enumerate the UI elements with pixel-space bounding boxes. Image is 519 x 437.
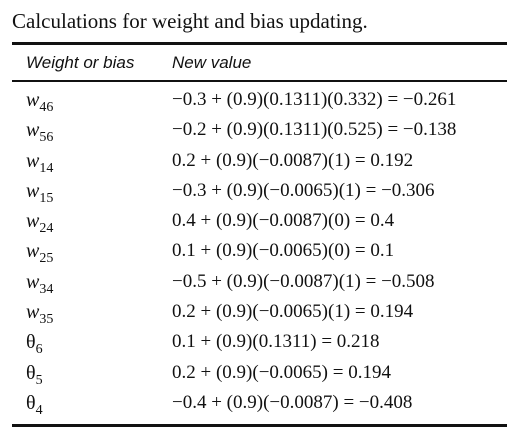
new-value: 0.1 + (0.9)(−0.0065)(0) = 0.1 (172, 240, 395, 262)
new-value: −0.3 + (0.9)(−0.0065)(1) = −0.306 (172, 179, 435, 201)
new-value: 0.2 + (0.9)(−0.0065) = 0.194 (172, 361, 391, 383)
weight-name: w24 (26, 210, 54, 237)
weight-name: w34 (26, 270, 54, 297)
new-value: −0.4 + (0.9)(−0.0087) = −0.408 (172, 391, 413, 413)
bias-name: θ6 (26, 331, 43, 358)
bias-name: θ4 (26, 391, 43, 418)
weight-name: w46 (26, 89, 54, 115)
new-value: 0.2 + (0.9)(−0.0065)(1) = 0.194 (172, 301, 414, 323)
bias-name: θ5 (26, 361, 43, 388)
table-row: w46 −0.3 + (0.9)(0.1311)(0.332) = −0.261 (12, 86, 507, 116)
table-row: w56 −0.2 + (0.9)(0.1311)(0.525) = −0.138 (12, 116, 507, 146)
new-value: −0.3 + (0.9)(0.1311)(0.332) = −0.261 (172, 89, 457, 110)
table-row: θ5 0.2 + (0.9)(−0.0065) = 0.194 (12, 359, 507, 389)
table-caption: Calculations for weight and bias updatin… (12, 9, 368, 33)
table-row: w35 0.2 + (0.9)(−0.0065)(1) = 0.194 (12, 298, 507, 328)
new-value: 0.1 + (0.9)(0.1311) = 0.218 (172, 331, 380, 353)
table-header-rule (12, 80, 507, 82)
weight-name: w15 (26, 179, 54, 206)
table-row: w24 0.4 + (0.9)(−0.0087)(0) = 0.4 (12, 207, 507, 237)
weight-name: w14 (26, 149, 54, 176)
header-new-value: New value (172, 53, 252, 72)
weight-name: w25 (26, 240, 54, 267)
new-value: −0.2 + (0.9)(0.1311)(0.525) = −0.138 (172, 119, 457, 141)
table-header-row: Weight or bias New value (12, 48, 507, 78)
table-row: w14 0.2 + (0.9)(−0.0087)(1) = 0.192 (12, 147, 507, 177)
table-body: w46 −0.3 + (0.9)(0.1311)(0.332) = −0.261… (12, 86, 507, 419)
table-row: θ4 −0.4 + (0.9)(−0.0087) = −0.408 (12, 389, 507, 419)
weight-name: w35 (26, 301, 54, 328)
table-top-rule (12, 42, 507, 45)
new-value: 0.4 + (0.9)(−0.0087)(0) = 0.4 (172, 210, 395, 232)
header-weight-or-bias: Weight or bias (26, 53, 135, 72)
table-row: w15 −0.3 + (0.9)(−0.0065)(1) = −0.306 (12, 177, 507, 207)
new-value: 0.2 + (0.9)(−0.0087)(1) = 0.192 (172, 149, 414, 171)
table-bottom-rule (12, 424, 507, 427)
table-row: θ6 0.1 + (0.9)(0.1311) = 0.218 (12, 328, 507, 358)
weight-name: w56 (26, 119, 54, 146)
table-row: w34 −0.5 + (0.9)(−0.0087)(1) = −0.508 (12, 268, 507, 298)
table-row: w25 0.1 + (0.9)(−0.0065)(0) = 0.1 (12, 237, 507, 267)
new-value: −0.5 + (0.9)(−0.0087)(1) = −0.508 (172, 270, 435, 292)
